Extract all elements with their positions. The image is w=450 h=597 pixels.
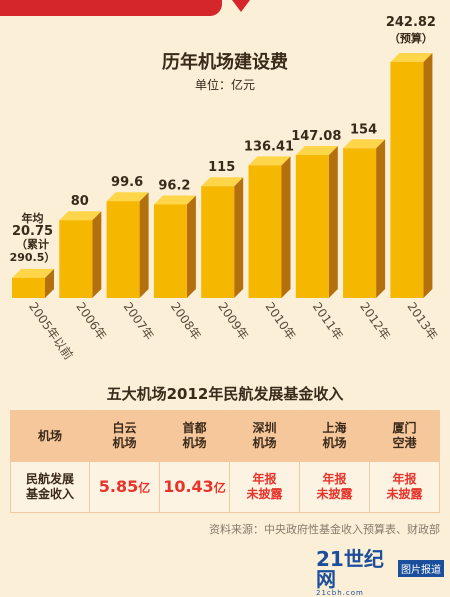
table-data-row: 民航发展 基金收入 5.85亿 10.43亿 年报 未披露 年报 未披露 年报 未披露	[10, 461, 440, 513]
bar	[153, 204, 187, 298]
value-cell: 年报 未披露	[299, 461, 370, 513]
header-cell: 机场	[10, 410, 90, 462]
category-label: 2008年	[168, 300, 204, 343]
bar	[59, 220, 93, 298]
bar-value-label: 242.82	[386, 15, 436, 30]
bar	[295, 155, 329, 298]
logo: 21世纪网 21cbh.com	[316, 549, 396, 597]
value-cell: 10.43亿	[159, 461, 230, 513]
header-cell: 首都 机场	[159, 410, 230, 462]
bar	[106, 201, 140, 298]
bar	[343, 148, 377, 298]
bar-side	[186, 195, 196, 298]
table-title: 五大机场2012年民航发展基金收入	[106, 385, 344, 403]
header-cell: 上海 机场	[299, 410, 370, 462]
header-cell: 白云 机场	[89, 410, 160, 462]
bar-value-label: 154	[350, 122, 377, 137]
logo-sub-text: 21cbh.com	[316, 589, 364, 597]
row-label-cell: 民航发展 基金收入	[10, 461, 90, 513]
bar-top	[248, 156, 291, 166]
bar-side	[139, 192, 149, 298]
bar-side	[45, 268, 54, 298]
bar-value-label: 115	[208, 160, 235, 175]
bar-annotation: （预算）	[389, 31, 433, 45]
value-cell: 年报 未披露	[229, 461, 300, 513]
bar-side	[376, 139, 386, 298]
header-cell: 厦门 空港	[369, 410, 440, 462]
undisclosed-text: 年报 未披露	[386, 472, 423, 501]
bar-side	[423, 52, 433, 298]
bar-side	[234, 177, 244, 298]
bar-top	[59, 211, 102, 221]
category-label: 2006年	[73, 300, 109, 343]
undisclosed-text: 年报 未披露	[246, 472, 283, 501]
undisclosed-text: 年报 未披露	[316, 472, 353, 501]
bar-side	[328, 146, 338, 298]
category-label: 2005年以前	[26, 299, 76, 362]
top-banner	[0, 0, 222, 16]
category-label: 2012年	[357, 300, 393, 343]
header-cell: 深圳 机场	[229, 410, 300, 462]
bar-top	[106, 192, 149, 202]
bar-top	[390, 52, 433, 62]
bar	[201, 186, 235, 298]
bar-top	[295, 146, 338, 156]
value-cell: 5.85亿	[89, 461, 160, 513]
category-label: 2013年	[404, 300, 440, 343]
top-banner-notch	[232, 0, 250, 12]
bar-value-label: 147.08	[291, 129, 341, 144]
category-label: 2009年	[215, 300, 251, 343]
bar-top	[343, 139, 386, 149]
bar-annotation: （累计	[16, 237, 49, 251]
bar	[12, 277, 45, 298]
bar-top	[201, 177, 244, 187]
bar-annotation: 20.75	[12, 224, 53, 239]
value-unit: 亿	[213, 480, 226, 495]
value-cell: 年报 未披露	[369, 461, 440, 513]
category-label: 2011年	[310, 300, 346, 343]
source-note: 资料来源：中央政府性基金收入预算表、财政部	[209, 523, 440, 536]
bar-side	[281, 156, 291, 298]
fund-table: 机场 白云 机场 首都 机场 深圳 机场 上海 机场 厦门 空港 民航发展 基金收入 5.8…	[10, 410, 440, 513]
bar	[390, 61, 424, 298]
value-number: 10.43	[163, 476, 214, 496]
bar-value-label: 99.6	[111, 175, 143, 190]
bar-value-label: 96.2	[158, 178, 190, 193]
chart-title: 历年机场建设费	[162, 52, 288, 73]
bar-value-label: 136.41	[244, 139, 294, 154]
bar-annotation: 290.5）	[10, 251, 56, 264]
bar-top	[153, 195, 196, 205]
chart-unit: 单位：亿元	[194, 78, 255, 92]
value-number: 5.85	[98, 476, 139, 496]
table-header-row: 机场 白云 机场 首都 机场 深圳 机场 上海 机场 厦门 空港	[10, 410, 440, 462]
bar-top	[12, 268, 54, 278]
logo-tag: 图片报道	[398, 560, 444, 577]
logo-main-text: 21世纪网	[316, 547, 384, 591]
bar-annotation: 年均	[22, 211, 44, 225]
category-label: 2010年	[263, 300, 299, 343]
bar-value-label: 80	[71, 194, 89, 209]
value-unit: 亿	[138, 480, 151, 495]
bar-side	[92, 211, 102, 298]
category-label: 2007年	[121, 300, 157, 343]
bar	[248, 165, 282, 298]
